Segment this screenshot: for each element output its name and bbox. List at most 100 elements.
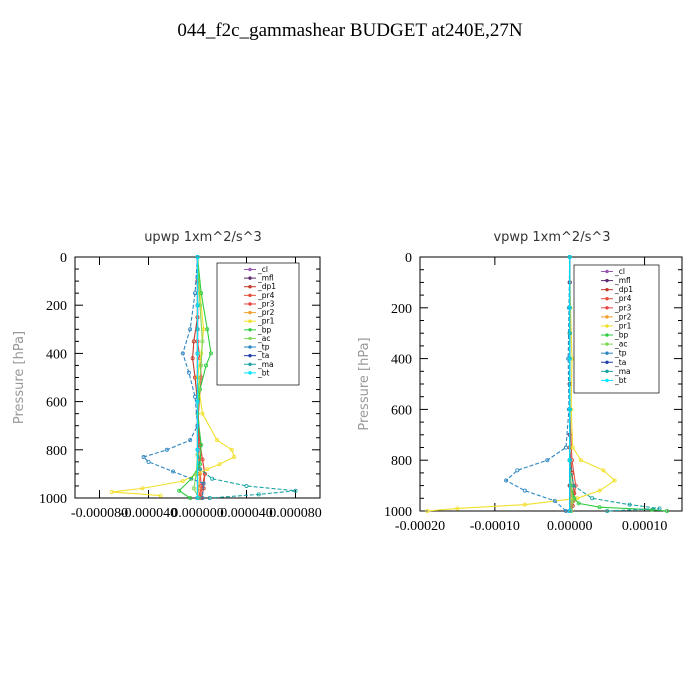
series-point-ma <box>627 502 632 507</box>
legend-label: _dp1 <box>257 282 276 291</box>
legend: _cl_mfl_dp1_pr4_pr3_pr2_pr1_bp_ac_tp_ta_… <box>216 262 300 386</box>
series-point-bp <box>208 351 213 356</box>
legend-marker <box>605 351 609 355</box>
series-line-tp <box>505 256 571 512</box>
series-point-pr1 <box>205 467 210 472</box>
series-point-tp <box>201 481 206 486</box>
legend-marker <box>248 285 252 289</box>
series-point-bt <box>567 508 572 513</box>
series-point-pr1 <box>597 488 602 493</box>
legend-label: _cl <box>614 267 625 276</box>
x-tick-label: 0.00010 <box>622 519 668 534</box>
x-tick-label: -0.00020 <box>395 519 445 534</box>
series-point-pr1 <box>425 508 430 513</box>
legend-marker <box>248 345 252 349</box>
series-point-dp1 <box>190 356 195 361</box>
legend-marker <box>605 360 609 364</box>
series-point-bt <box>567 407 572 412</box>
series-point-tp <box>193 291 198 296</box>
series-point-ma <box>210 476 215 481</box>
series-point-ac <box>197 303 202 308</box>
series-point-pr1 <box>217 462 222 467</box>
legend-label: _dp1 <box>614 285 633 294</box>
legend-label: _bt <box>257 368 270 377</box>
x-tick-label: 0.000040 <box>220 506 273 521</box>
series-point-ma <box>197 467 202 472</box>
series-point-pr1 <box>570 445 575 450</box>
series-point-pr1 <box>455 506 460 511</box>
y-tick-label: 600 <box>46 396 67 411</box>
series-point-ma <box>571 483 576 488</box>
legend-label: _tp <box>257 343 270 352</box>
legend-label: _pr1 <box>614 321 632 330</box>
legend-marker <box>605 297 609 301</box>
legend-label: _ma <box>614 367 631 376</box>
legend-label: _pr4 <box>614 294 632 303</box>
series-point-pr3 <box>199 483 204 488</box>
y-tick-label: 400 <box>391 353 412 368</box>
legend-label: _pr4 <box>257 291 275 300</box>
y-tick-label: 800 <box>46 444 67 459</box>
y-tick-label: 200 <box>391 302 412 317</box>
series-point-ma <box>207 495 212 500</box>
y-tick-label: 400 <box>46 347 67 362</box>
series-point-bt <box>195 351 200 356</box>
legend-marker <box>248 302 252 306</box>
series-point-tp <box>193 394 198 399</box>
series-point-tp <box>186 370 191 375</box>
x-tick-label: -0.00010 <box>470 519 520 534</box>
legend-box <box>216 262 300 386</box>
series-point-dp1 <box>191 339 196 344</box>
series-point-pr1 <box>140 486 145 491</box>
series-point-bp <box>650 507 655 512</box>
series-point-tp <box>180 351 185 356</box>
series-point-ac <box>199 363 204 368</box>
series-point-bt <box>567 356 572 361</box>
series-point-ma <box>293 488 298 493</box>
y-tick-label: 0 <box>405 251 412 266</box>
legend-marker <box>605 378 609 383</box>
legend-label: _pr2 <box>257 308 275 317</box>
series-point-bt <box>195 303 200 308</box>
legend-label: _bp <box>257 325 272 334</box>
series-line-ma <box>569 257 660 512</box>
legend-label: _bp <box>614 331 629 340</box>
series-point-bp <box>199 442 204 447</box>
legend-marker <box>248 371 252 375</box>
series-point-pr1 <box>158 493 163 498</box>
series-point-bp <box>188 495 193 500</box>
y-tick-label: 600 <box>391 403 412 418</box>
y-tick-label: 1000 <box>384 505 412 520</box>
y-tick-label: 0 <box>60 251 67 266</box>
legend-marker <box>605 333 609 337</box>
legend-marker <box>248 353 252 358</box>
series-line-pr1 <box>427 256 616 512</box>
series-point-bt <box>195 254 200 259</box>
legend-label: _mfl <box>614 276 631 285</box>
series-point-pr4 <box>569 458 574 463</box>
series-line-pr1 <box>111 256 235 497</box>
y-tick-label: 200 <box>46 299 67 314</box>
series-point-ac <box>191 486 196 491</box>
y-axis-label: Pressure [hPa] <box>357 337 372 430</box>
figure-title: 044_f2c_gammashear BUDGET at240E,27N <box>177 20 523 41</box>
series-point-pr1 <box>180 479 185 484</box>
y-axis-label: Pressure [hPa] <box>12 331 27 424</box>
x-tick-label: -0.000040 <box>120 506 177 521</box>
chart-title: upwp 1xm^2/s^3 <box>144 230 262 245</box>
series-point-bp <box>189 476 194 481</box>
series-point-pr1 <box>578 458 583 463</box>
legend: _cl_mfl_dp1_pr4_pr3_pr2_pr1_bp_ac_tp_ta_… <box>573 264 660 394</box>
legend-label: _tp <box>614 349 627 358</box>
series-point-tp <box>146 459 151 464</box>
x-tick-label: 0.000080 <box>269 506 322 521</box>
legend-label: _ma <box>257 360 274 369</box>
legend-label: _ac <box>257 334 270 343</box>
series-point-pr1 <box>522 502 527 507</box>
series-line-tp <box>142 256 205 499</box>
series-point-tp <box>515 468 520 473</box>
series-point-bt <box>195 447 200 452</box>
series-point-ma <box>244 483 249 488</box>
